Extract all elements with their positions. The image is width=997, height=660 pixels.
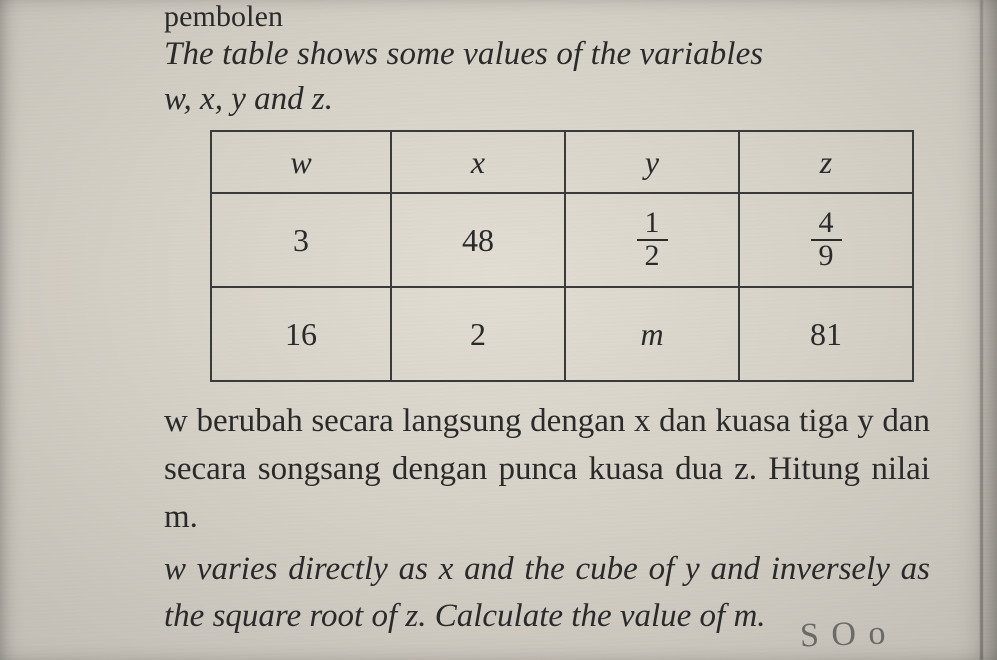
fraction-numerator: 4: [811, 208, 842, 239]
cell-w-2: 16: [211, 287, 391, 381]
fraction: 1 2: [637, 208, 668, 271]
table-row: 3 48 1 2 4 9: [211, 193, 913, 287]
col-header-w: w: [211, 131, 391, 193]
cell-z-2: 81: [739, 287, 913, 381]
col-header-z: z: [739, 131, 913, 193]
cell-y-2-var: m: [640, 316, 663, 352]
truncated-previous-line: pembolen: [164, 0, 942, 34]
intro-vars: w, x, y: [164, 81, 254, 117]
handwritten-scribble: S O o: [799, 614, 888, 655]
cell-y-1: 1 2: [565, 193, 739, 287]
paragraph-malay: w berubah secara langsung dengan x dan k…: [164, 398, 930, 542]
fraction-denominator: 2: [637, 239, 668, 272]
page-crease: [980, 0, 983, 660]
cell-y-2: m: [565, 287, 739, 381]
intro-en-line-1: The table shows some values of the varia…: [164, 36, 942, 73]
cell-x-2: 2: [391, 287, 565, 381]
variables-table: w x y z 3 48 1 2 4 9 16 2 m: [210, 130, 914, 382]
intro-and: and: [254, 81, 312, 117]
fraction: 4 9: [811, 208, 842, 271]
table-row: 16 2 m 81: [211, 287, 913, 381]
fraction-denominator: 9: [811, 239, 842, 272]
col-header-x: x: [391, 131, 565, 193]
cell-w-1: 3: [211, 193, 391, 287]
scanned-page: pembolen The table shows some values of …: [0, 0, 997, 660]
intro-z: z.: [312, 81, 333, 117]
table-header-row: w x y z: [211, 131, 913, 193]
cell-x-1: 48: [391, 193, 565, 287]
fraction-numerator: 1: [637, 208, 668, 239]
intro-en-line-2: w, x, y and z.: [164, 81, 942, 118]
cell-z-1: 4 9: [739, 193, 913, 287]
col-header-y: y: [565, 131, 739, 193]
